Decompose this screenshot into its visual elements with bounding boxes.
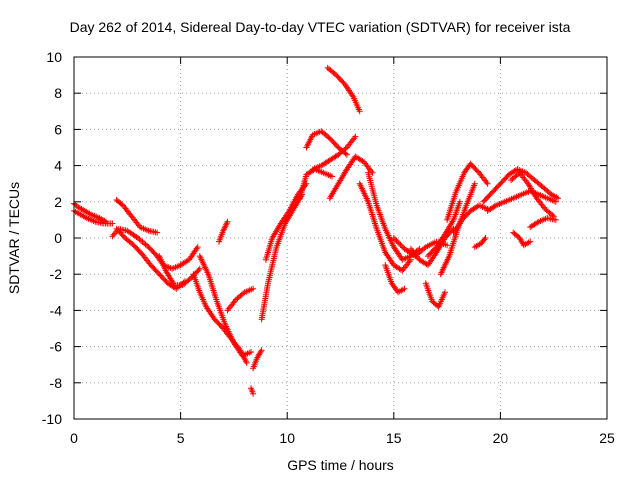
plus-markers bbox=[450, 202, 491, 236]
plus-markers bbox=[471, 235, 489, 251]
series-arc-34 bbox=[510, 229, 534, 249]
plus-markers bbox=[324, 64, 363, 115]
x-axis-label: GPS time / hours bbox=[287, 457, 394, 473]
plus-markers bbox=[216, 218, 231, 245]
y-tick-label: -10 bbox=[42, 411, 62, 427]
series-arc-14 bbox=[262, 180, 310, 263]
plus-markers bbox=[527, 215, 559, 231]
y-tick-label: 0 bbox=[54, 230, 62, 246]
series-arc-8 bbox=[196, 253, 254, 359]
series-arc-21 bbox=[365, 169, 423, 263]
series-arc-33 bbox=[508, 169, 557, 220]
series-arc-25 bbox=[422, 280, 448, 310]
plus-markers bbox=[262, 180, 310, 263]
series-arc-22 bbox=[382, 262, 408, 296]
grid-lines bbox=[74, 57, 607, 419]
series-arc-35 bbox=[527, 215, 559, 231]
series-arc-9 bbox=[216, 218, 231, 245]
plus-markers bbox=[113, 197, 161, 236]
series-arc-7 bbox=[190, 271, 250, 366]
plus-markers bbox=[326, 153, 376, 202]
plus-markers bbox=[258, 191, 306, 323]
x-tick-label: 25 bbox=[599, 430, 615, 446]
series-arc-29 bbox=[450, 202, 491, 236]
series-arc-4 bbox=[113, 197, 161, 236]
plus-markers bbox=[424, 198, 463, 260]
axis-ticks: 0 5 10 15 20 25 -10 -8 -6 -4 -2 0 2 4 6 8 10 bbox=[42, 49, 615, 446]
plus-markers bbox=[382, 262, 408, 296]
plus-markers bbox=[224, 285, 257, 314]
series-arc-20 bbox=[356, 180, 414, 274]
chart-title: Day 262 of 2014, Sidereal Day-to-day VTE… bbox=[69, 19, 571, 35]
x-tick-label: 5 bbox=[177, 430, 185, 446]
plus-markers bbox=[365, 169, 423, 263]
y-tick-label: -2 bbox=[50, 266, 63, 282]
data-points bbox=[71, 64, 561, 397]
series-arc-18 bbox=[324, 64, 363, 115]
series-arc-30 bbox=[471, 235, 489, 251]
plus-markers bbox=[444, 160, 491, 223]
series-arc-26 bbox=[424, 198, 463, 260]
x-tick-label: 0 bbox=[70, 430, 78, 446]
series-arc-19 bbox=[326, 153, 376, 202]
y-tick-label: 4 bbox=[54, 158, 62, 174]
series-arc-5 bbox=[113, 225, 188, 292]
plus-markers bbox=[250, 347, 265, 372]
plus-markers bbox=[248, 385, 257, 397]
series-arc-11 bbox=[248, 385, 257, 397]
series-arc-10 bbox=[224, 285, 257, 314]
plus-markers bbox=[356, 180, 414, 274]
series-arc-6 bbox=[156, 253, 203, 289]
series-arc-17 bbox=[309, 133, 359, 173]
series-arc-12 bbox=[250, 347, 265, 372]
plus-markers bbox=[156, 253, 203, 289]
y-tick-label: 2 bbox=[54, 194, 62, 210]
plus-markers bbox=[508, 169, 557, 220]
x-tick-label: 15 bbox=[386, 430, 402, 446]
series-arc-31 bbox=[480, 166, 561, 205]
y-tick-label: -4 bbox=[50, 302, 63, 318]
y-tick-label: -8 bbox=[50, 375, 63, 391]
plus-markers bbox=[190, 271, 250, 366]
y-tick-label: 10 bbox=[46, 49, 62, 65]
plus-markers bbox=[196, 253, 254, 359]
y-tick-label: 8 bbox=[54, 85, 62, 101]
x-tick-label: 10 bbox=[279, 430, 295, 446]
plus-markers bbox=[480, 166, 561, 205]
plus-markers bbox=[309, 133, 359, 173]
plot-frame bbox=[73, 56, 608, 420]
plus-markers bbox=[422, 280, 448, 310]
y-tick-label: -6 bbox=[50, 339, 63, 355]
series-arc-28 bbox=[444, 160, 491, 223]
x-tick-label: 20 bbox=[493, 430, 509, 446]
y-tick-label: 6 bbox=[54, 121, 62, 137]
plus-markers bbox=[113, 225, 188, 292]
plus-markers bbox=[510, 229, 534, 249]
series-arc-13 bbox=[258, 191, 306, 323]
